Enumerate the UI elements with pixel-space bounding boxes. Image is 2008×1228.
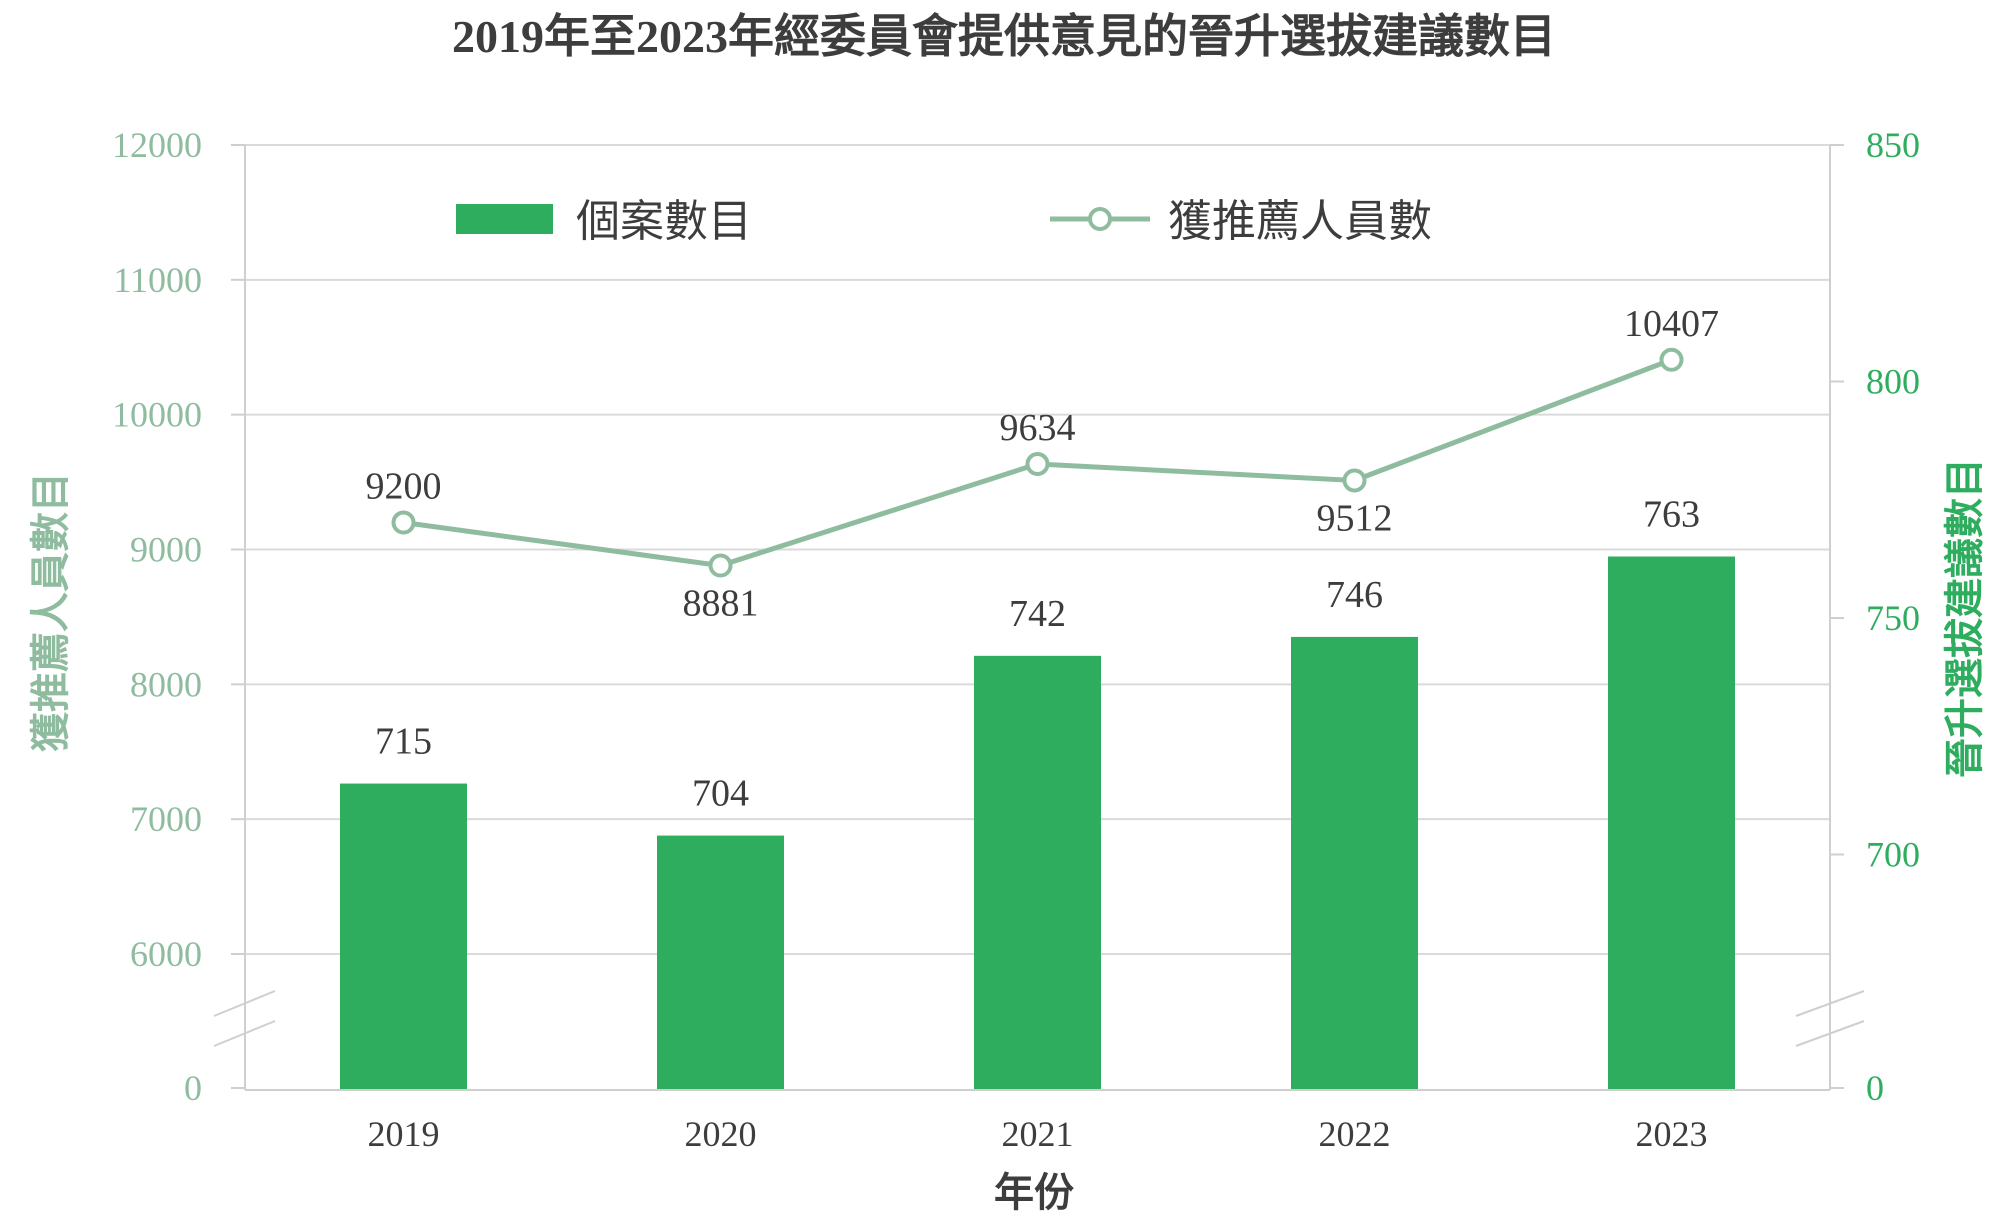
left-tick-label: 12000 <box>112 125 202 165</box>
line-series <box>391 347 1684 578</box>
line-data-label: 9634 <box>1000 407 1076 449</box>
bar-data-label: 763 <box>1643 494 1700 536</box>
line-point <box>391 510 416 535</box>
legend-line-label: 獲推薦人員數 <box>1168 196 1432 247</box>
bar-data-label: 746 <box>1326 574 1383 616</box>
right-tick-label: 750 <box>1866 598 1920 638</box>
x-tick-label: 2023 <box>1636 1114 1708 1154</box>
left-axis-break <box>213 1020 276 1047</box>
bar <box>1291 636 1418 1090</box>
bar-data-label: 704 <box>692 773 749 815</box>
right-axis-title: 晉升選拔建議數目 <box>1942 458 1987 778</box>
left-axis-title: 獲推薦人員數目 <box>28 472 73 752</box>
x-tick-label: 2019 <box>368 1114 440 1154</box>
right-tick-label: 800 <box>1866 362 1920 402</box>
left-tick-label: 8000 <box>130 664 202 704</box>
bar <box>657 835 784 1090</box>
bar <box>1608 556 1735 1090</box>
bar <box>340 783 467 1090</box>
right-axis-break <box>1795 990 1865 1017</box>
axes: 1200011000100009000800070006000085080075… <box>112 125 1920 1154</box>
data-labels: 715 704 742 746 763 9200 8881 9634 9512 10407 <box>366 303 1720 815</box>
legend-bar-swatch <box>456 204 553 234</box>
legend: 個案數目 獲推薦人員數 <box>456 196 1432 247</box>
legend-bar-label: 個案數目 <box>576 196 752 247</box>
right-tick-label: 700 <box>1866 835 1920 875</box>
line-point <box>708 553 733 578</box>
right-tick-label: 0 <box>1866 1068 1884 1108</box>
left-axis-break <box>213 990 276 1017</box>
left-tick-label: 11000 <box>113 260 202 300</box>
bars <box>340 556 1735 1090</box>
bar <box>974 655 1101 1090</box>
line-point <box>1659 347 1684 372</box>
line-point <box>1342 468 1367 493</box>
line-point <box>1025 452 1050 477</box>
left-tick-label: 6000 <box>130 934 202 974</box>
line-data-label: 9200 <box>366 466 442 508</box>
left-tick-label: 0 <box>184 1068 202 1108</box>
left-tick-label: 10000 <box>112 395 202 435</box>
line-data-label: 10407 <box>1624 303 1719 345</box>
x-tick-label: 2020 <box>685 1114 757 1154</box>
right-axis-break <box>1795 1020 1865 1047</box>
line-data-label: 8881 <box>683 583 759 625</box>
bar-data-label: 715 <box>375 721 432 763</box>
x-axis-title: 年份 <box>994 1170 1074 1215</box>
chart-title: 2019年至2023年經委員會提供意見的晉升選拔建議數目 <box>452 11 1556 62</box>
legend-line-marker <box>1088 207 1112 231</box>
left-tick-label: 7000 <box>130 799 202 839</box>
x-tick-label: 2022 <box>1319 1114 1391 1154</box>
left-tick-label: 9000 <box>130 530 202 570</box>
x-tick-label: 2021 <box>1002 1114 1074 1154</box>
right-tick-label: 850 <box>1866 125 1920 165</box>
line-data-label: 9512 <box>1317 497 1393 539</box>
bar-data-label: 742 <box>1009 593 1066 635</box>
